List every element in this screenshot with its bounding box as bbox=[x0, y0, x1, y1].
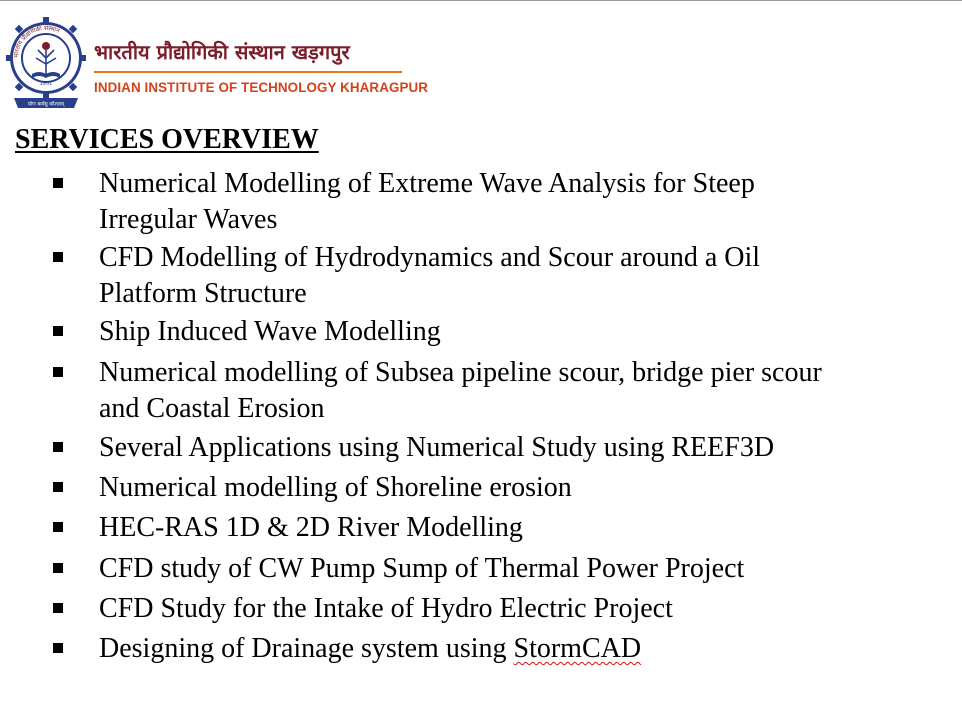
square-bullet-icon bbox=[53, 178, 63, 188]
institute-name-hindi: भारतीय प्रौद्योगिकी संस्थान खड़गपुर bbox=[94, 40, 350, 64]
institute-name-english: INDIAN INSTITUTE OF TECHNOLOGY KHARAGPUR bbox=[94, 80, 429, 95]
square-bullet-icon bbox=[53, 367, 63, 377]
logo-year: 1951 bbox=[40, 81, 53, 87]
square-bullet-icon bbox=[53, 643, 63, 653]
service-text: Numerical Modelling of Extreme Wave Anal… bbox=[99, 168, 755, 235]
service-text: CFD Modelling of Hydrodynamics and Scour… bbox=[99, 242, 761, 309]
service-text: Several Applications using Numerical Stu… bbox=[99, 432, 775, 463]
square-bullet-icon bbox=[53, 442, 63, 452]
square-bullet-icon bbox=[53, 482, 63, 492]
service-text: HEC-RAS 1D & 2D River Modelling bbox=[99, 512, 523, 543]
service-text: CFD Study for the Intake of Hydro Electr… bbox=[99, 593, 673, 624]
iit-kharagpur-emblem-icon: भारतीय प्रौद्योगिकी संस्थान 1951 योगः कर… bbox=[6, 17, 86, 108]
service-text: Ship Induced Wave Modelling bbox=[99, 316, 441, 347]
square-bullet-icon bbox=[53, 252, 63, 262]
service-text: CFD study of CW Pump Sump of Thermal Pow… bbox=[99, 553, 745, 584]
header-divider bbox=[94, 71, 402, 73]
square-bullet-icon bbox=[53, 522, 63, 532]
section-title: SERVICES OVERVIEW bbox=[15, 124, 319, 155]
logo-motto: योगः कर्मसु कौशलम् bbox=[28, 101, 65, 108]
square-bullet-icon bbox=[53, 326, 63, 336]
spellcheck-word: StormCAD bbox=[513, 633, 642, 664]
square-bullet-icon bbox=[53, 563, 63, 573]
square-bullet-icon bbox=[53, 603, 63, 613]
top-border bbox=[0, 0, 962, 1]
service-text: Numerical modelling of Shoreline erosion bbox=[99, 472, 572, 503]
service-text: Numerical modelling of Subsea pipeline s… bbox=[99, 357, 822, 424]
service-text: Designing of Drainage system using Storm… bbox=[99, 633, 642, 664]
